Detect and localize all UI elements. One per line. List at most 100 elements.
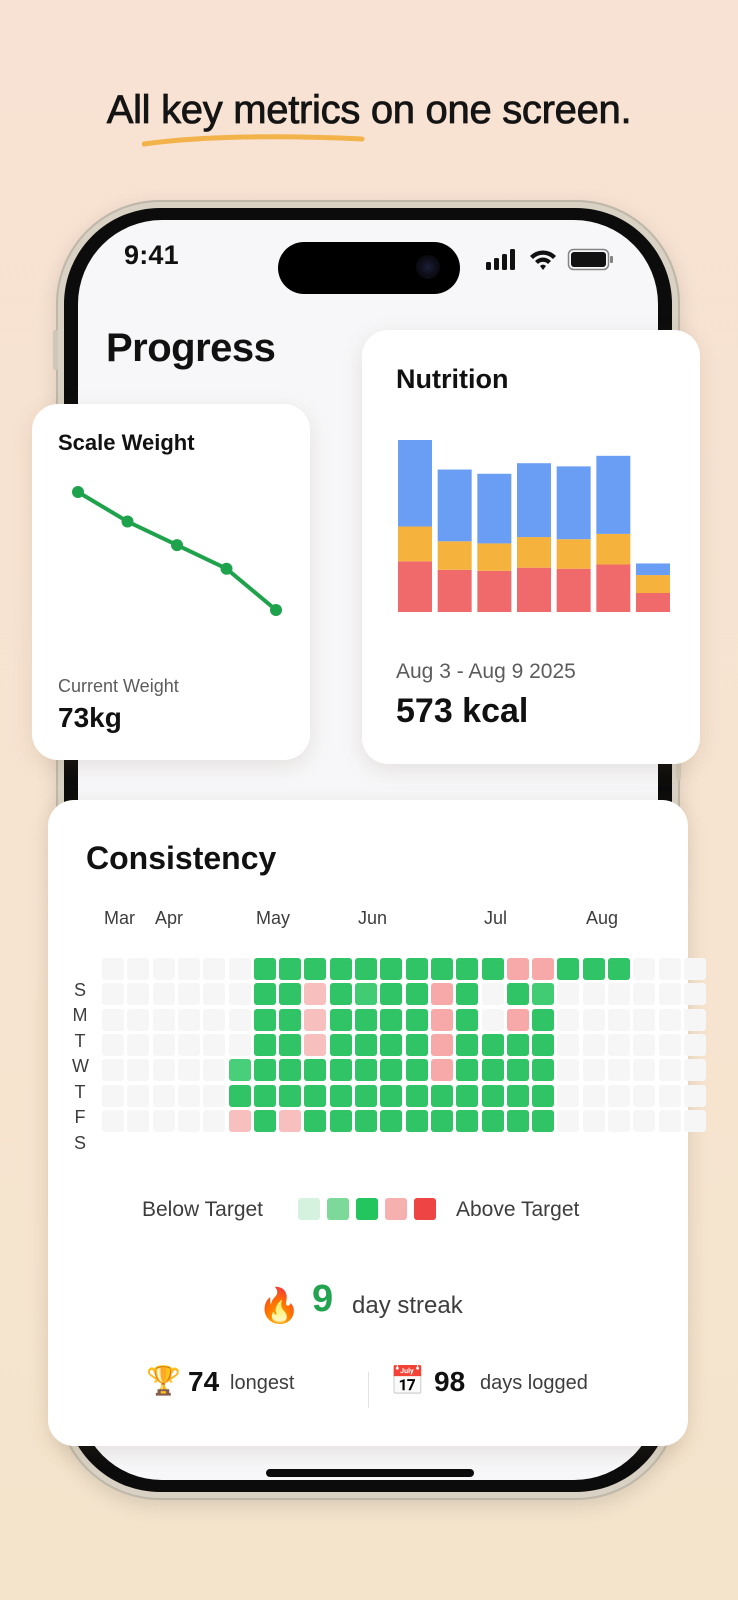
heatmap-cell [456,1084,479,1107]
page-title: Progress [106,326,276,370]
nutrition-bar-segment [477,543,512,571]
consistency-title: Consistency [86,840,277,876]
heatmap-cell [177,1033,200,1056]
heatmap-cell [506,1033,529,1056]
nutrition-bar-segment [636,563,670,576]
home-indicator[interactable] [266,1469,474,1477]
heatmap-cell [355,1008,377,1031]
month-label: May [256,908,291,928]
heatmap-cell [608,1008,630,1031]
heatmap-cell [557,1008,580,1031]
heatmap-cell [279,1059,302,1082]
heatmap-cell [228,1084,251,1107]
heatmap-cell [380,1084,403,1107]
heatmap-cell [456,983,479,1006]
heatmap-cell [228,1033,251,1056]
weight-point [270,604,282,616]
heatmap-cell [481,1059,504,1082]
nutrition-bar-segment [477,570,512,612]
heatmap-cell [228,958,251,980]
heatmap-cell [683,1109,706,1132]
heatmap-cell [279,1084,302,1107]
heatmap-cell [456,1059,479,1082]
nutrition-bar-segment [556,539,591,569]
nutrition-bar-segment [556,466,591,540]
heatmap-cell [177,958,200,980]
heatmap-cell [380,1059,403,1082]
heatmap-cell [253,1059,276,1082]
heatmap-cell [304,1109,327,1132]
heatmap-cell [658,983,681,1006]
heatmap-cell [633,983,656,1006]
heatmap-cell [228,1109,251,1132]
heatmap-cell [532,958,555,980]
nutrition-card[interactable]: Nutrition Aug 3 - Aug 9 2025 573 kcal [362,330,700,764]
heatmap-cell [102,1059,124,1082]
heatmap-cell [405,1008,428,1031]
heatmap-cell [430,958,453,980]
legend-swatch [414,1198,436,1220]
heatmap-cell [557,958,580,980]
nutrition-bar-segment [437,469,472,542]
heatmap-cell [102,983,124,1006]
heatmap-cell [152,1084,175,1107]
heatmap-cell [633,1084,656,1107]
heatmap-cell [405,1109,428,1132]
weight-point [72,486,84,498]
heatmap-cell [304,1008,327,1031]
heatmap-cell [430,983,453,1006]
nutrition-bar-segment [596,564,631,612]
nutrition-bar-segment [437,541,472,570]
heatmap-cell [127,1084,150,1107]
legend-swatch [327,1198,349,1220]
heatmap-cell [557,1033,580,1056]
heatmap-cell [203,1109,226,1132]
weight-point [220,562,233,575]
heatmap-cell [304,1059,327,1082]
heatmap-cell [253,1084,276,1107]
heatmap-cell [380,1109,403,1132]
heatmap-cell [152,983,175,1006]
heatmap-cell [127,1109,150,1132]
heatmap-cell [405,1059,428,1082]
heatmap-cell [279,958,302,980]
heatmap-cell [355,958,377,980]
weekday-label: S [73,980,86,1000]
scale-weight-card[interactable]: Scale Weight Current Weight 73kg [32,404,310,760]
heatmap-cell [557,983,580,1006]
longest-streak-label: longest [230,1372,295,1394]
nutrition-bar-segment [517,463,551,538]
legend-swatch [298,1198,320,1220]
nutrition-bar-segment [517,537,551,568]
heatmap-cell [532,1033,555,1056]
heatmap-cell [177,1008,200,1031]
heatmap-cell [608,983,630,1006]
heatmap-cell [127,958,150,980]
heatmap-cell [658,1109,681,1132]
heatmap-cell [279,983,302,1006]
heatmap-cell [582,983,605,1006]
status-time: 9:41 [124,240,179,270]
streak-value: 9 [312,1278,334,1320]
headline: All key metrics on one screen. [106,88,632,133]
heatmap-cell [304,1033,327,1056]
heatmap-cell [355,1059,377,1082]
heatmap-cell [304,1084,327,1107]
heatmap-cell [557,1059,580,1082]
heatmap-cell [430,1084,453,1107]
heatmap-cell [329,983,352,1006]
weekday-label: T [74,1082,86,1102]
headline-underline [142,134,365,147]
heatmap-cell [506,958,529,980]
legend-above-label: Above Target [456,1198,580,1221]
status-icons [486,248,613,271]
legend-swatch [356,1198,378,1220]
camera-icon [416,255,440,279]
consistency-card[interactable]: Consistency Mar Apr May Jun Jul Aug S M … [48,800,706,1446]
heatmap-cell [329,1109,352,1132]
signal-icon [486,249,515,270]
weekday-label: M [72,1005,88,1025]
legend-swatch [385,1198,407,1220]
heatmap-cell [456,1033,479,1056]
nutrition-bar-segment [596,533,631,565]
